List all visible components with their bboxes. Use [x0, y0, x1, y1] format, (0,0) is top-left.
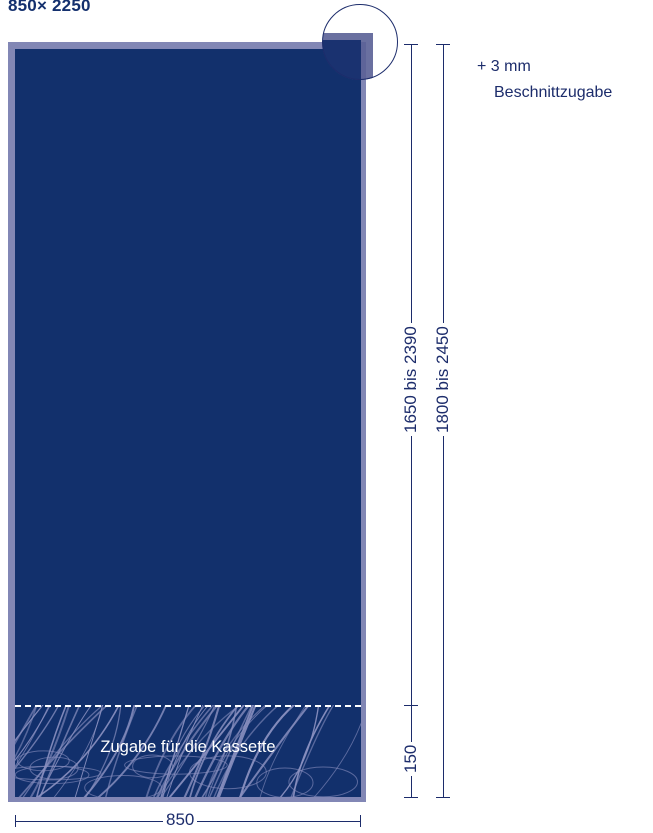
scribble-loop [84, 775, 162, 797]
dim-cassette-cap-bottom [404, 797, 418, 798]
scribble-loop [16, 750, 70, 772]
scribble-stroke [105, 705, 139, 797]
scribble-stroke [15, 705, 51, 762]
scribble-stroke [161, 705, 210, 797]
cassette-label: Zugabe für die Kassette [100, 738, 276, 756]
scribble-stroke [216, 705, 255, 797]
scribble-loop [124, 755, 228, 775]
scribble-stroke [15, 705, 60, 770]
scribble-stroke [84, 705, 122, 797]
scribble-stroke [194, 705, 251, 797]
format-title: 850× 2250 [8, 0, 91, 15]
bleed-note: + 3 mm Beschnittzugabe [477, 54, 612, 106]
scribble-stroke [238, 705, 311, 797]
scribble-stroke [35, 705, 68, 797]
scribble-stroke [97, 705, 168, 797]
cassette-cutline [15, 705, 361, 707]
scribble-loop [189, 755, 267, 790]
dim-width-cap-right [360, 815, 361, 827]
bleed-note-label: Beschnittzugabe [494, 84, 613, 101]
scribble-loop [256, 767, 314, 797]
scribble-stroke [168, 705, 246, 797]
scribble-stroke [18, 705, 109, 797]
scribble-stroke [213, 705, 280, 797]
scribble-stroke [160, 705, 190, 797]
scribble-stroke [15, 705, 50, 768]
bleed-note-amount: + 3 mm [477, 58, 531, 75]
scribble-stroke [313, 722, 361, 797]
scribble-stroke [39, 705, 81, 797]
scribble-stroke [38, 705, 92, 797]
dim-visible-cap-bottom [404, 705, 418, 706]
scribble-loop [288, 766, 358, 797]
scribble-stroke [157, 705, 242, 797]
scribble-stroke [36, 705, 120, 797]
scribble-stroke [160, 705, 216, 797]
banner-panel [15, 49, 361, 797]
scribble-stroke [189, 705, 240, 797]
scribble-stroke [15, 705, 38, 759]
scribble-stroke [239, 705, 296, 797]
scribble-stroke [217, 705, 257, 797]
dim-total-label: 1800 bis 2450 [433, 323, 453, 436]
dim-cassette-label: 150 [401, 741, 421, 776]
scribble-stroke [156, 705, 219, 797]
dim-width-label: 850 [163, 810, 198, 830]
scribble-stroke [207, 705, 269, 797]
scribble-stroke [145, 705, 198, 797]
scribble-stroke [22, 705, 104, 797]
scribble-loop [15, 765, 102, 781]
corner-detail-circle [322, 4, 398, 80]
scribble-stroke [183, 705, 221, 797]
scribble-loop [132, 754, 174, 779]
dim-total-cap-bottom [436, 797, 450, 798]
dim-visible-label: 1650 bis 2390 [401, 323, 421, 436]
